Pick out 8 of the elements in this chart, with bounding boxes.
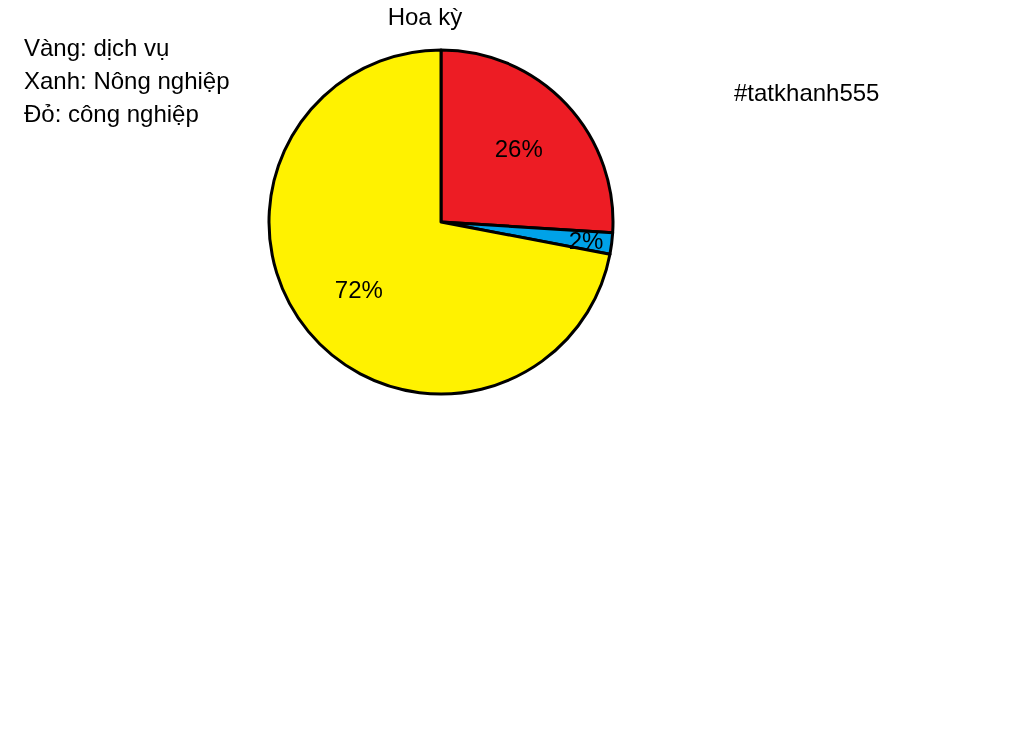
text: Đỏ: công nghiệp bbox=[24, 100, 199, 127]
text: Xanh: Nông nghiệp bbox=[24, 67, 230, 94]
text: Vàng: dịch vụ bbox=[24, 34, 170, 61]
text: #tatkhanh555 bbox=[734, 79, 880, 106]
data-label: 72% bbox=[334, 276, 383, 304]
data-label: 26% bbox=[494, 135, 543, 163]
pie-slice bbox=[267, 48, 612, 396]
chart-title: Hoa kỳ bbox=[387, 3, 463, 30]
